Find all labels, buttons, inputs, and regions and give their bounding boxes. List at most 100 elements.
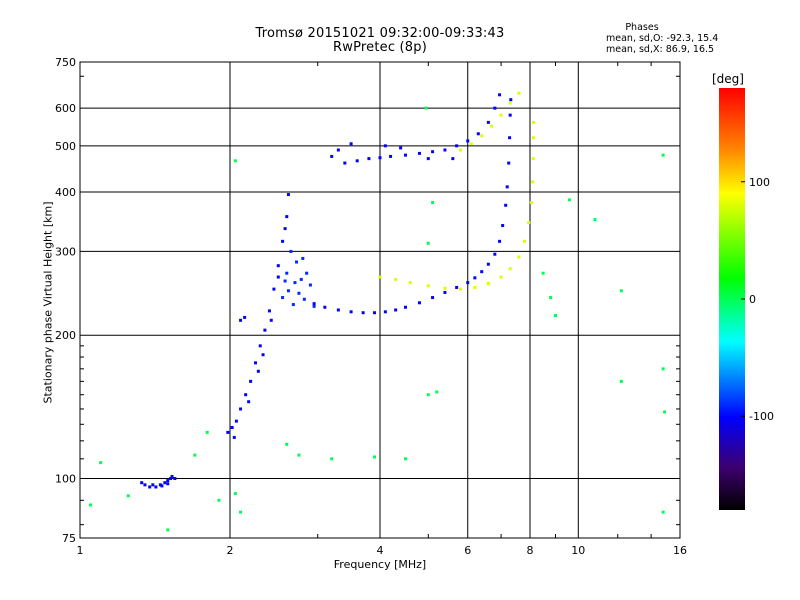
echo-point bbox=[286, 193, 290, 197]
echo-point bbox=[169, 477, 173, 481]
grid-lines bbox=[80, 62, 680, 538]
colorbar-unit-label: [deg] bbox=[712, 72, 744, 86]
echo-point bbox=[170, 474, 174, 478]
x-tick-label: 16 bbox=[673, 544, 687, 557]
echo-point bbox=[394, 277, 398, 281]
echo-point bbox=[493, 106, 497, 110]
echo-point bbox=[355, 159, 359, 163]
x-tick-label: 6 bbox=[464, 544, 471, 557]
echo-point bbox=[486, 281, 490, 285]
echo-point bbox=[312, 302, 316, 306]
echo-point bbox=[443, 286, 447, 290]
echo-point bbox=[383, 310, 387, 314]
echo-point bbox=[283, 227, 287, 231]
echo-point bbox=[498, 239, 502, 243]
echo-point bbox=[426, 284, 430, 288]
echo-point bbox=[531, 180, 535, 184]
echo-point bbox=[458, 148, 462, 152]
y-tick-label: 400 bbox=[55, 186, 76, 199]
echo-point bbox=[151, 483, 155, 487]
echo-point bbox=[469, 142, 473, 146]
echo-point bbox=[394, 308, 398, 312]
echo-point bbox=[480, 270, 484, 274]
echo-point bbox=[417, 151, 421, 155]
echo-point bbox=[281, 239, 285, 243]
echo-point bbox=[593, 218, 597, 222]
y-tick-label: 100 bbox=[55, 473, 76, 486]
echo-point bbox=[378, 156, 382, 160]
echo-point bbox=[549, 296, 553, 300]
echo-point bbox=[256, 369, 260, 373]
echo-point bbox=[283, 279, 287, 283]
x-axis-label: Frequency [MHz] bbox=[333, 558, 427, 571]
echo-point bbox=[258, 344, 262, 348]
echo-point bbox=[619, 289, 623, 293]
echo-point bbox=[154, 485, 158, 489]
echo-point bbox=[323, 305, 327, 309]
echo-point bbox=[166, 479, 170, 483]
y-tick-label: 200 bbox=[55, 329, 76, 342]
echo-point bbox=[517, 91, 521, 95]
echo-point bbox=[234, 419, 238, 423]
echo-point bbox=[233, 492, 237, 496]
y-tick-label: 500 bbox=[55, 140, 76, 153]
x-axis-ticks: 1 2 4 6 8 10 16 bbox=[77, 62, 687, 557]
echo-point bbox=[367, 157, 371, 161]
echo-point bbox=[501, 224, 505, 228]
echo-point bbox=[408, 281, 412, 285]
echo-point bbox=[508, 113, 512, 117]
echo-point bbox=[498, 93, 502, 97]
echo-point bbox=[373, 311, 377, 315]
echo-point bbox=[473, 285, 477, 289]
y-tick-label: 75 bbox=[62, 532, 76, 545]
echo-point bbox=[349, 310, 353, 314]
echo-point bbox=[431, 201, 435, 205]
colorbar-tick-label: 0 bbox=[749, 293, 756, 306]
echo-point bbox=[378, 275, 382, 279]
echo-point bbox=[493, 252, 497, 256]
echo-point bbox=[126, 494, 130, 498]
echo-point bbox=[499, 113, 503, 117]
phases-stats-x: mean, sd,X: 86.9, 16.5 bbox=[606, 44, 715, 55]
echo-point bbox=[383, 144, 387, 148]
echo-point bbox=[163, 481, 167, 485]
echo-point bbox=[140, 481, 144, 485]
echo-point bbox=[508, 267, 512, 271]
x-tick-label: 2 bbox=[227, 544, 234, 557]
echo-point bbox=[531, 157, 535, 161]
echo-point bbox=[239, 407, 243, 411]
echo-point bbox=[243, 315, 247, 319]
echo-point bbox=[143, 483, 147, 487]
echo-point bbox=[373, 455, 377, 459]
echo-point bbox=[217, 498, 221, 502]
echo-point bbox=[247, 400, 251, 404]
colorbar-tick-label: -100 bbox=[749, 410, 774, 423]
y-tick-label: 300 bbox=[55, 245, 76, 258]
echo-point bbox=[435, 390, 439, 394]
echo-point bbox=[89, 503, 93, 507]
echo-point bbox=[480, 134, 484, 138]
echo-point bbox=[466, 139, 470, 143]
echo-point bbox=[426, 157, 430, 161]
echo-point bbox=[302, 297, 306, 301]
echo-point bbox=[297, 453, 301, 457]
echo-point bbox=[330, 457, 334, 461]
echo-point bbox=[173, 477, 177, 481]
echo-point bbox=[249, 379, 253, 383]
echo-point bbox=[226, 430, 230, 434]
echo-point bbox=[476, 132, 480, 136]
echo-point bbox=[299, 277, 303, 281]
echo-point bbox=[451, 157, 455, 161]
echo-point bbox=[553, 314, 557, 318]
echo-point bbox=[230, 425, 234, 429]
echo-point bbox=[541, 271, 545, 275]
echo-point bbox=[276, 275, 280, 279]
echo-point bbox=[661, 510, 665, 514]
echo-point bbox=[490, 124, 494, 128]
echo-point bbox=[455, 144, 459, 148]
x-tick-label: 1 bbox=[77, 544, 84, 557]
echo-point bbox=[517, 255, 521, 259]
echo-point bbox=[529, 201, 533, 205]
echo-point bbox=[253, 361, 257, 365]
